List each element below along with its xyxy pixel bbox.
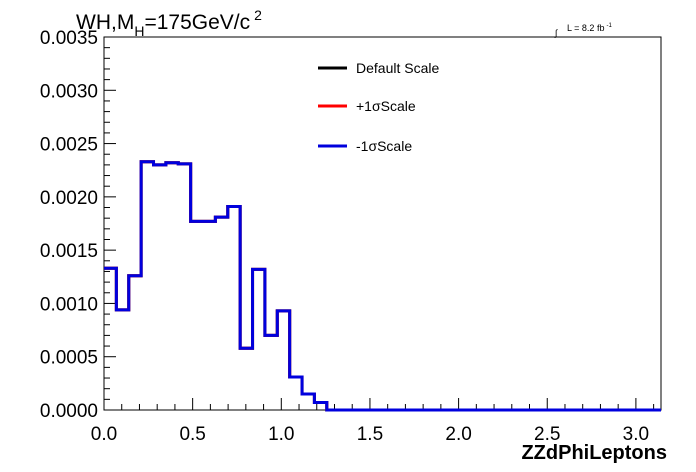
x-tick-label: 1.0	[268, 424, 294, 445]
legend-label: Default Scale	[356, 60, 439, 76]
lumi-label: L = 8.2 fb -1	[567, 23, 612, 33]
plot-title: WH,MH=175GeV/c 2	[76, 7, 262, 39]
lumi-integral-symbol: ∫	[554, 28, 559, 38]
legend-label: +1σScale	[356, 98, 416, 114]
legend-label: -1σScale	[356, 138, 412, 154]
x-tick-label: 0.5	[179, 424, 205, 445]
x-tick-label: 3.0	[623, 424, 649, 445]
y-tick-label: 0.0010	[40, 294, 98, 315]
y-tick-label: 0.0000	[40, 401, 98, 422]
y-tick-label: 0.0025	[40, 135, 98, 156]
series-group	[104, 160, 661, 412]
y-tick-label: 0.0015	[40, 241, 98, 262]
x-tick-label: 2.5	[534, 424, 560, 445]
x-axis-label: ZZdPhiLeptons	[521, 442, 667, 464]
y-tick-label: 0.0020	[40, 188, 98, 209]
x-tick-label: 0.0	[91, 424, 117, 445]
x-tick-label: 2.0	[445, 424, 471, 445]
series-1-scale-line	[104, 160, 661, 412]
x-tick-label: 1.5	[357, 424, 383, 445]
legend: Default Scale +1σScale -1σScale	[318, 60, 439, 154]
y-tick-label: 0.0005	[40, 348, 98, 369]
x-axis: 0.0 0.5 1.0 1.5 2.0 2.5 3.0	[91, 398, 655, 445]
y-tick-label: 0.0030	[40, 81, 98, 102]
y-tick-label: 0.0035	[40, 28, 98, 49]
y-axis: 0.0000 0.0005 0.0010 0.0015 0.0020 0.0025 0.00…	[40, 28, 116, 422]
